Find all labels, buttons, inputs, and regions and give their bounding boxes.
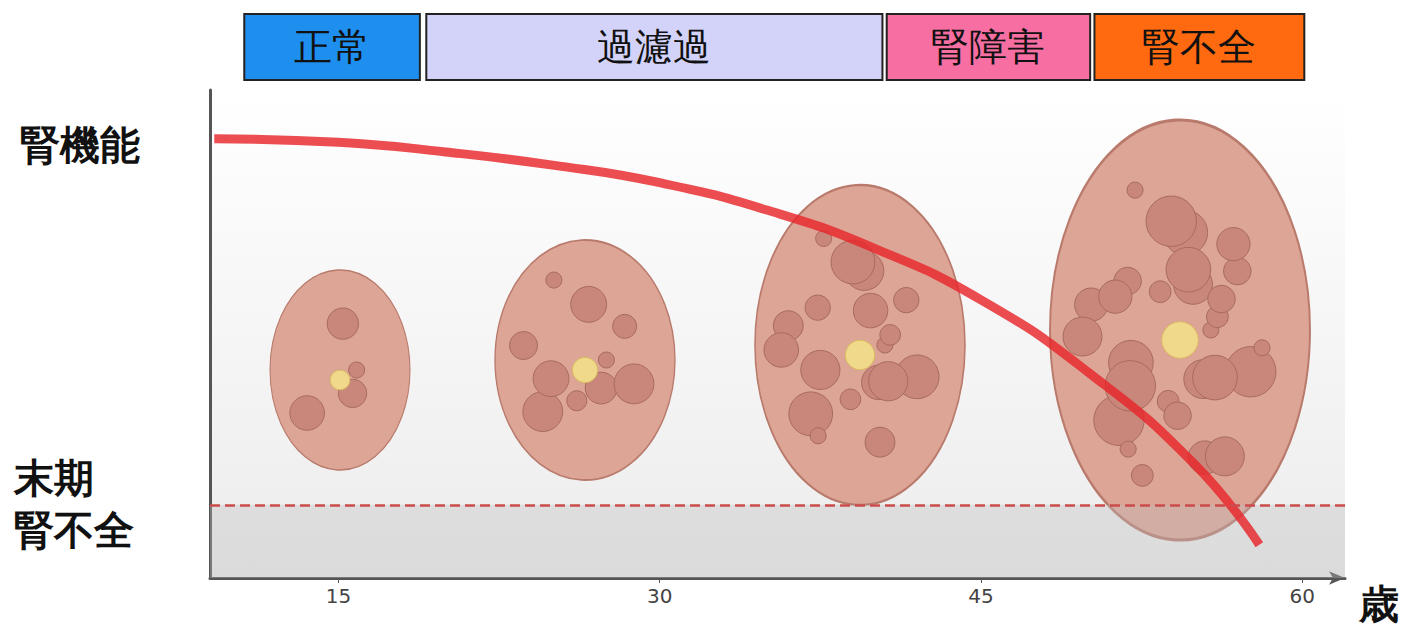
svg-text:15: 15 bbox=[326, 584, 351, 608]
svg-text:60: 60 bbox=[1289, 584, 1314, 608]
svg-text:腎機能: 腎機能 bbox=[20, 122, 140, 168]
svg-text:30: 30 bbox=[647, 584, 672, 608]
svg-text:腎不全: 腎不全 bbox=[14, 507, 134, 553]
svg-text:正常: 正常 bbox=[294, 25, 370, 69]
svg-text:45: 45 bbox=[968, 584, 993, 608]
svg-text:歳: 歳 bbox=[1358, 581, 1399, 627]
svg-text:腎不全: 腎不全 bbox=[1142, 25, 1256, 69]
svg-text:過濾過: 過濾過 bbox=[597, 25, 711, 69]
svg-text:末期: 末期 bbox=[13, 455, 94, 501]
svg-text:腎障害: 腎障害 bbox=[931, 25, 1045, 69]
